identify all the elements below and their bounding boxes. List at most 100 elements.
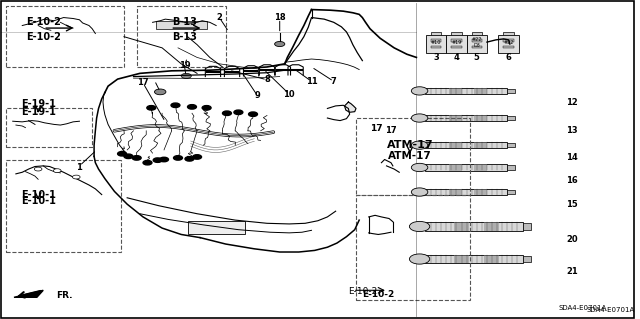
Bar	[449, 115, 462, 121]
Bar	[137, 6, 226, 67]
Bar	[474, 164, 486, 171]
Bar	[474, 115, 486, 121]
Circle shape	[193, 155, 202, 159]
Circle shape	[53, 169, 61, 173]
Bar	[454, 255, 469, 263]
Bar	[484, 222, 499, 231]
Bar	[425, 142, 508, 148]
Bar	[6, 160, 121, 252]
Text: 8: 8	[264, 75, 270, 84]
Text: #19: #19	[451, 40, 461, 45]
Bar	[431, 39, 441, 42]
Circle shape	[412, 87, 428, 95]
Circle shape	[72, 175, 80, 179]
Text: #10: #10	[431, 40, 442, 45]
Bar	[508, 116, 515, 120]
Circle shape	[147, 106, 156, 110]
Bar	[474, 142, 486, 148]
Bar	[472, 32, 482, 35]
Bar	[451, 39, 461, 42]
Text: 10: 10	[284, 90, 295, 99]
Text: E-10-2: E-10-2	[26, 17, 61, 27]
Bar	[523, 223, 531, 230]
Text: 19: 19	[179, 61, 190, 70]
Bar	[449, 189, 462, 195]
Circle shape	[132, 156, 141, 160]
Text: 17: 17	[137, 78, 149, 87]
Text: 21: 21	[566, 267, 578, 276]
Bar	[431, 46, 441, 48]
Bar	[508, 143, 515, 147]
Text: E-19-1: E-19-1	[20, 107, 56, 117]
Text: 5: 5	[474, 53, 480, 62]
Bar	[425, 189, 508, 195]
Polygon shape	[344, 102, 356, 112]
Bar	[356, 195, 470, 300]
Bar	[472, 46, 482, 48]
Circle shape	[181, 73, 191, 78]
Bar	[508, 89, 515, 93]
Text: ATM-17: ATM-17	[387, 140, 433, 150]
Text: 2: 2	[216, 13, 222, 22]
Text: 3: 3	[433, 53, 439, 62]
Text: 6: 6	[506, 53, 511, 62]
Text: E-10-2: E-10-2	[348, 287, 377, 296]
Bar	[508, 190, 515, 194]
Bar	[508, 165, 515, 170]
Circle shape	[234, 110, 243, 115]
Circle shape	[248, 112, 257, 116]
Bar	[467, 35, 487, 53]
Circle shape	[202, 106, 211, 110]
Bar	[425, 255, 523, 263]
Text: B-13: B-13	[172, 32, 196, 42]
Circle shape	[410, 221, 429, 232]
Text: E-10-2: E-10-2	[362, 290, 395, 299]
Text: 4: 4	[454, 53, 460, 62]
Bar	[425, 115, 508, 121]
Text: 17: 17	[370, 124, 383, 133]
Text: 14: 14	[566, 153, 578, 162]
Text: SDA4-E0701A: SDA4-E0701A	[559, 305, 607, 311]
Circle shape	[412, 141, 428, 149]
Bar	[472, 39, 482, 42]
Bar	[431, 32, 441, 35]
Circle shape	[118, 152, 127, 156]
Text: 13: 13	[566, 126, 578, 135]
Text: E-19-1: E-19-1	[20, 99, 56, 109]
Bar	[504, 39, 514, 42]
Bar	[356, 118, 470, 195]
Text: #22
D3: #22 D3	[472, 37, 482, 48]
Text: 16: 16	[566, 176, 578, 185]
Text: E-10-1: E-10-1	[20, 196, 56, 206]
Bar	[474, 88, 486, 94]
Bar	[425, 88, 508, 94]
Text: 15: 15	[566, 200, 578, 209]
Bar	[504, 32, 514, 35]
Text: 20: 20	[566, 235, 578, 244]
Text: 9: 9	[255, 91, 260, 100]
Circle shape	[412, 163, 428, 172]
Circle shape	[173, 156, 182, 160]
Circle shape	[153, 158, 162, 162]
Circle shape	[223, 111, 232, 115]
Text: 18: 18	[274, 13, 285, 22]
Text: 11: 11	[306, 77, 317, 86]
Bar	[426, 35, 446, 53]
Text: E-10-1: E-10-1	[20, 190, 56, 200]
Bar	[425, 164, 508, 171]
Circle shape	[154, 89, 166, 95]
Text: SDA4-E0701A: SDA4-E0701A	[586, 307, 634, 313]
Circle shape	[143, 160, 152, 165]
Bar	[446, 35, 467, 53]
Bar	[449, 142, 462, 148]
Circle shape	[412, 114, 428, 122]
Bar	[451, 46, 461, 48]
Text: ATM-17: ATM-17	[388, 151, 432, 161]
Circle shape	[275, 41, 285, 47]
Circle shape	[410, 254, 429, 264]
Bar	[449, 164, 462, 171]
Bar	[499, 35, 519, 53]
Text: 7: 7	[331, 77, 337, 86]
Bar	[449, 88, 462, 94]
Text: #22: #22	[504, 40, 514, 45]
